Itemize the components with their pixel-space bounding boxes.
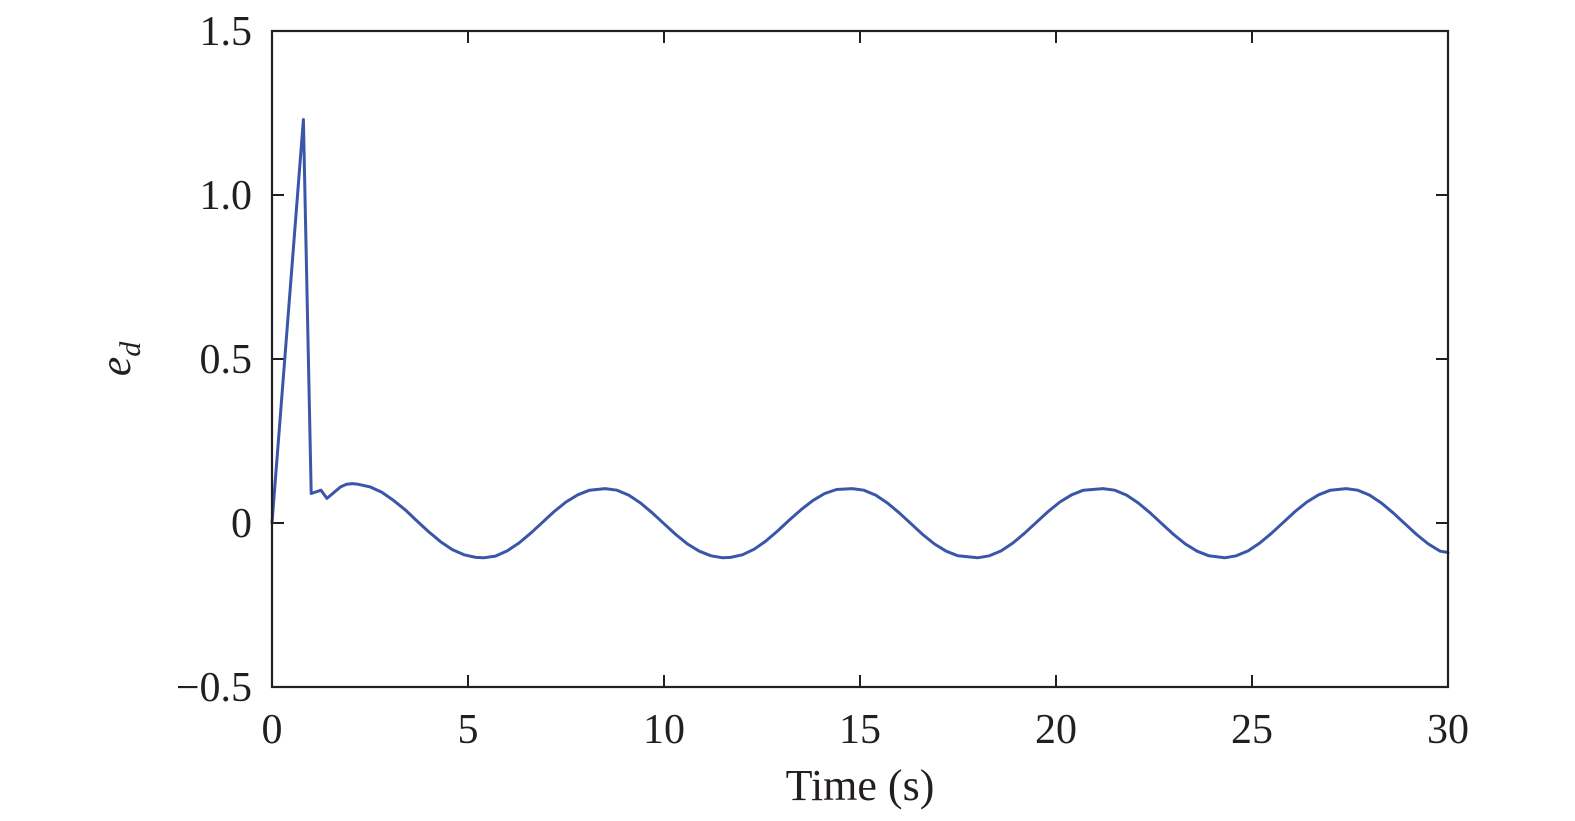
plot-data [270,118,1450,560]
y-axis-label: ed [91,341,147,377]
tick-labels: 0 5 10 15 20 25 30−0.500.51.01.5 [176,9,1469,753]
series-line [270,118,1450,560]
y-axis-label-subscript: d [114,341,147,357]
x-tick-label: 5 [458,707,479,753]
x-tick-label: 15 [839,707,881,753]
y-tick-label: 1.0 [200,173,253,219]
y-tick-label: 1.5 [200,9,253,55]
x-tick-label: 0 [262,707,283,753]
x-axis-label: Time (s) [786,761,935,810]
y-axis-label-base: e [91,357,140,377]
x-tick-label: 20 [1035,707,1077,753]
plot-frame [270,29,1450,689]
y-tick-label: 0.5 [200,337,253,383]
y-tick-label: −0.5 [176,665,252,711]
axis-ticks [271,30,1449,688]
x-tick-label: 10 [643,707,685,753]
x-tick-label: 25 [1231,707,1273,753]
x-tick-label: 30 [1427,707,1469,753]
y-tick-label: 0 [231,501,252,547]
